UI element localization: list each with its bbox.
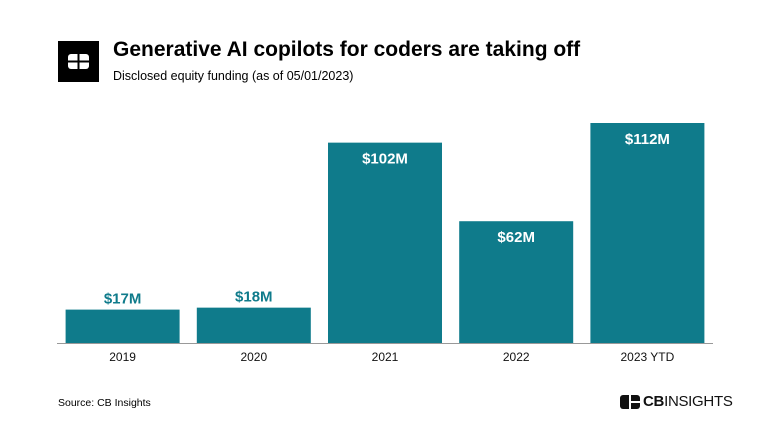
cb-logo-icon: [58, 41, 99, 82]
bar-2021: [328, 142, 442, 343]
chart-title: Generative AI copilots for coders are ta…: [113, 38, 581, 61]
x-tick-label: 2019: [109, 350, 136, 364]
bar-2020: [196, 307, 311, 343]
brand-text: CBINSIGHTS: [643, 393, 733, 410]
bar-2022: [459, 221, 574, 343]
x-tick-label: 2022: [503, 350, 530, 364]
chart-subtitle: Disclosed equity funding (as of 05/01/20…: [113, 69, 354, 83]
x-tick-label: 2021: [372, 350, 399, 364]
cb-insights-logo: CBINSIGHTS: [620, 393, 733, 410]
bar-2023-ytd: [590, 123, 705, 343]
cb-brand-icon: [620, 394, 640, 409]
data-label: $112M: [625, 131, 670, 148]
data-label: $17M: [104, 291, 142, 308]
x-tick-label: 2023 YTD: [620, 350, 674, 364]
data-label: $18M: [235, 289, 273, 306]
x-tick-label: 2020: [240, 350, 267, 364]
data-label: $102M: [362, 151, 408, 168]
source-note: Source: CB Insights: [58, 397, 151, 409]
bar-2019: [65, 309, 180, 343]
data-label: $62M: [497, 229, 535, 246]
